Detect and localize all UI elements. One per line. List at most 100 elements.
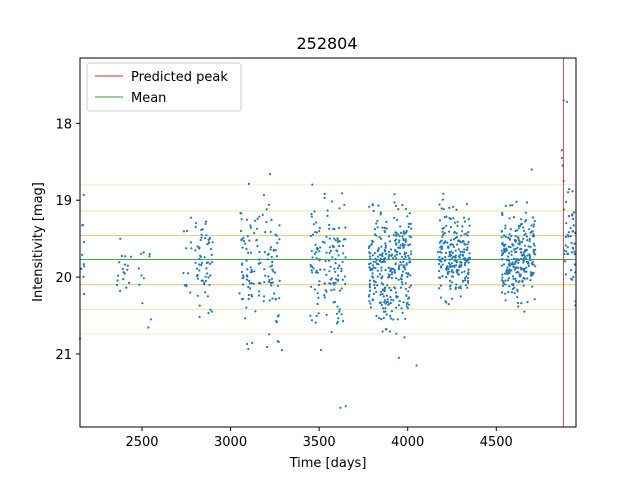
data-point bbox=[376, 255, 380, 258]
data-point bbox=[378, 236, 381, 239]
data-point bbox=[338, 310, 341, 313]
data-point bbox=[396, 318, 399, 321]
data-point bbox=[250, 293, 253, 296]
data-point bbox=[396, 250, 399, 254]
data-point bbox=[262, 194, 265, 197]
data-point bbox=[501, 213, 504, 216]
data-point bbox=[340, 287, 343, 290]
data-point bbox=[324, 289, 327, 292]
data-point bbox=[242, 239, 245, 243]
data-point bbox=[323, 282, 326, 285]
data-point bbox=[382, 258, 385, 261]
data-point bbox=[409, 284, 413, 287]
data-point bbox=[129, 255, 133, 258]
data-point bbox=[189, 291, 192, 294]
data-point bbox=[509, 228, 512, 231]
data-point bbox=[531, 263, 534, 266]
data-point bbox=[516, 296, 519, 299]
data-point bbox=[393, 286, 396, 289]
data-point bbox=[337, 254, 340, 257]
data-point bbox=[514, 277, 517, 280]
data-point bbox=[372, 292, 375, 295]
data-point bbox=[445, 267, 448, 270]
data-point bbox=[509, 204, 512, 207]
data-point bbox=[393, 201, 396, 204]
data-point bbox=[389, 314, 392, 318]
data-point bbox=[319, 349, 322, 352]
data-point bbox=[520, 302, 523, 305]
data-point bbox=[321, 240, 324, 243]
data-point bbox=[263, 281, 266, 284]
data-point bbox=[508, 285, 511, 288]
data-point bbox=[371, 239, 374, 242]
data-point bbox=[443, 232, 446, 235]
data-point bbox=[381, 289, 385, 292]
data-point bbox=[401, 235, 404, 238]
data-point bbox=[332, 301, 335, 304]
data-point bbox=[517, 305, 520, 308]
data-point bbox=[530, 224, 533, 227]
data-point bbox=[566, 233, 569, 237]
data-point bbox=[204, 220, 208, 223]
data-point bbox=[454, 256, 457, 259]
data-point bbox=[267, 275, 270, 278]
data-point bbox=[389, 317, 393, 320]
data-point bbox=[454, 249, 457, 252]
data-point bbox=[400, 278, 403, 281]
data-point bbox=[201, 228, 204, 231]
data-point bbox=[453, 231, 456, 234]
data-point bbox=[567, 215, 571, 218]
data-point bbox=[467, 281, 470, 284]
data-point bbox=[441, 245, 444, 248]
data-point bbox=[524, 232, 527, 235]
data-point bbox=[443, 259, 447, 262]
data-point bbox=[528, 255, 532, 258]
data-point bbox=[439, 276, 442, 279]
data-point bbox=[120, 254, 123, 258]
data-point bbox=[402, 245, 405, 248]
data-point bbox=[328, 237, 331, 240]
data-point bbox=[137, 267, 140, 270]
data-point bbox=[440, 260, 443, 263]
data-point bbox=[122, 278, 125, 281]
data-point bbox=[449, 264, 452, 267]
data-point bbox=[512, 216, 516, 219]
data-point bbox=[393, 248, 397, 252]
data-point bbox=[209, 274, 212, 277]
data-point bbox=[328, 251, 331, 254]
data-point bbox=[341, 244, 345, 247]
data-point bbox=[309, 263, 312, 267]
data-point bbox=[397, 241, 400, 244]
data-point bbox=[253, 270, 256, 273]
data-point bbox=[247, 251, 250, 254]
data-point bbox=[198, 263, 201, 266]
data-point bbox=[318, 280, 321, 283]
data-point bbox=[206, 295, 209, 298]
data-point bbox=[315, 251, 318, 254]
data-point bbox=[408, 286, 411, 289]
x-axis-ticks: 2500 3000 3500 4000 4500 bbox=[125, 427, 513, 450]
data-point bbox=[323, 241, 326, 244]
data-point bbox=[81, 253, 84, 256]
data-point bbox=[263, 295, 266, 298]
data-point bbox=[196, 277, 200, 280]
data-point bbox=[523, 244, 527, 247]
data-point bbox=[82, 240, 86, 244]
data-point bbox=[409, 274, 412, 277]
data-point bbox=[404, 255, 407, 258]
data-point bbox=[140, 274, 143, 277]
data-point bbox=[449, 225, 453, 229]
data-point bbox=[382, 317, 385, 320]
data-point bbox=[407, 254, 410, 257]
data-point bbox=[449, 287, 452, 290]
data-point bbox=[511, 287, 514, 290]
data-point bbox=[467, 241, 470, 244]
data-point bbox=[500, 254, 504, 257]
data-point bbox=[392, 257, 395, 260]
data-point bbox=[335, 249, 338, 252]
data-point bbox=[468, 252, 471, 255]
data-point bbox=[384, 246, 387, 249]
data-point bbox=[403, 243, 406, 246]
data-point bbox=[328, 223, 331, 226]
data-point bbox=[204, 291, 207, 294]
